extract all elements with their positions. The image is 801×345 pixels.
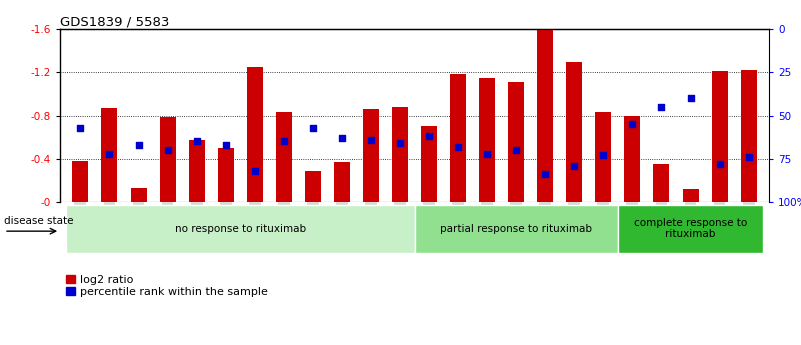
Bar [595,112,611,202]
Point [684,96,697,101]
Text: GDS1839 / 5583: GDS1839 / 5583 [60,15,170,28]
Point [743,154,755,160]
Point [74,125,87,130]
Bar [508,82,524,202]
Point [452,144,465,149]
Bar [654,164,670,202]
Bar [711,71,727,202]
Point [307,125,320,130]
Bar [218,148,234,202]
Point [190,139,203,144]
Bar [72,161,88,202]
Bar [66,205,415,253]
Bar [450,73,466,202]
Legend: log2 ratio, percentile rank within the sample: log2 ratio, percentile rank within the s… [66,275,268,297]
Point [568,163,581,168]
Point [248,168,261,174]
Bar [276,112,292,202]
Point [539,171,552,177]
Bar [682,189,698,202]
Bar [537,29,553,202]
Bar [159,117,175,202]
Bar [305,170,321,202]
Point [103,151,116,156]
Point [713,161,726,167]
Bar [479,78,495,202]
Bar [363,109,379,202]
Point [481,151,493,156]
Point [509,147,522,153]
Text: disease state: disease state [4,216,74,226]
Text: partial response to rituximab: partial response to rituximab [441,224,592,234]
Bar [625,116,641,202]
Bar [415,205,618,253]
Bar [566,62,582,202]
Point [219,142,232,148]
Point [336,135,348,141]
Bar [421,126,437,202]
Point [423,134,436,139]
Point [597,152,610,158]
Bar [392,107,408,202]
Point [393,140,406,146]
Point [132,142,145,148]
Text: no response to rituximab: no response to rituximab [175,224,306,234]
Point [161,147,174,153]
Bar [131,188,147,202]
Point [277,139,290,144]
Point [655,104,668,110]
Bar [247,67,263,202]
Bar [334,162,350,202]
Point [626,121,639,127]
Bar [618,205,763,253]
Text: complete response to
rituximab: complete response to rituximab [634,218,747,239]
Bar [741,70,757,202]
Bar [188,140,204,202]
Point [364,137,377,142]
Bar [102,108,118,202]
